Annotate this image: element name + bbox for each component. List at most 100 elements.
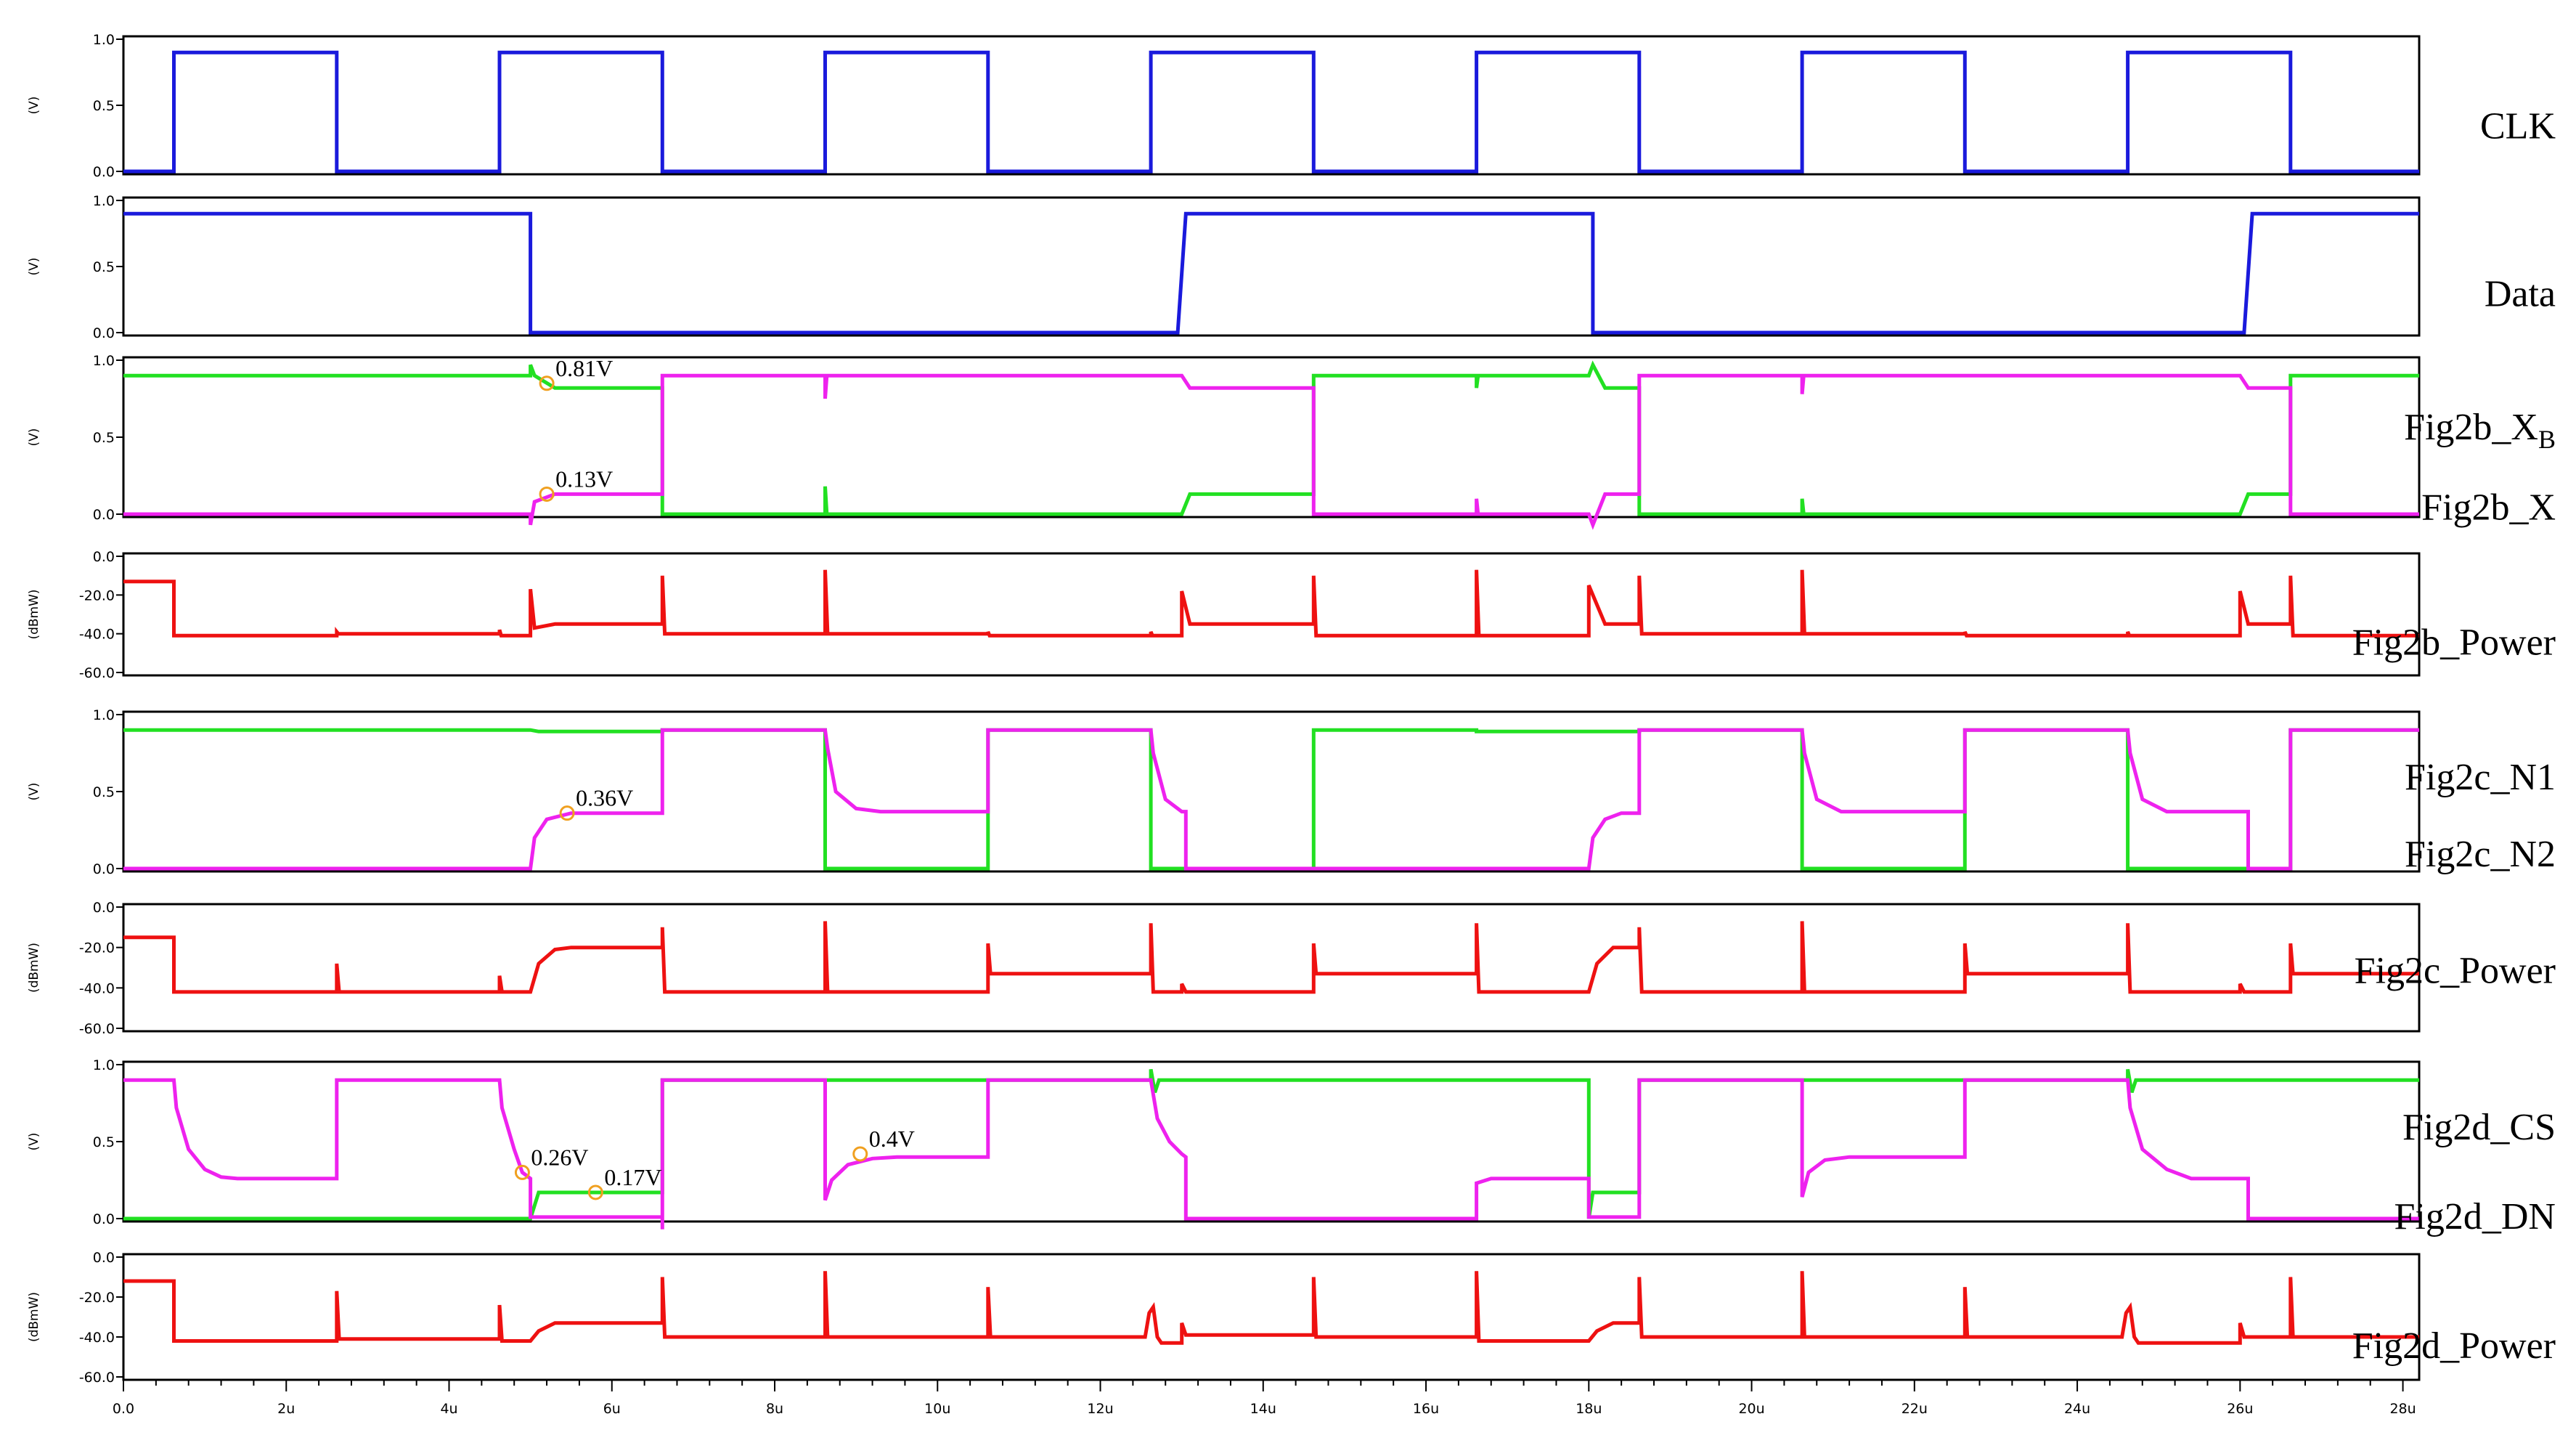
signal-label-text: Fig2c_N2 xyxy=(2405,834,2556,875)
annotation-label: 0.36V xyxy=(576,785,633,811)
x-tick-label: 4u xyxy=(440,1401,457,1417)
annotation-label: 0.81V xyxy=(555,355,613,381)
trace-fig2d-dn xyxy=(123,1078,2419,1229)
y-tick-label: -40.0 xyxy=(79,1330,115,1346)
trace-fig2c-n1 xyxy=(123,728,2419,871)
panel-3: -60.0 -40.0 -20.0 0.0 (dBmW) Fig2b_Power xyxy=(27,549,2556,681)
y-tick-label: 1.0 xyxy=(93,32,115,48)
signal-label: Fig2b_XB xyxy=(2404,407,2556,454)
signal-label-text: Fig2b_X xyxy=(2421,487,2556,528)
y-tick-label: 1.0 xyxy=(93,1057,115,1073)
y-tick-label: 0.0 xyxy=(93,549,115,565)
panel-frame xyxy=(122,552,2421,677)
trace-fig2b-power xyxy=(123,569,2419,638)
y-tick-label: 0.5 xyxy=(93,259,115,275)
panel-0: 0.0 0.5 1.0 (V) CLK xyxy=(27,32,2556,180)
y-axis-unit: (dBmW) xyxy=(27,589,41,639)
signal-label: Fig2d_CS xyxy=(2402,1107,2556,1148)
y-tick-label: 0.5 xyxy=(93,430,115,446)
signal-label-text: Fig2c_N1 xyxy=(2405,757,2556,798)
annotation-marker xyxy=(559,805,575,821)
y-tick-label: -60.0 xyxy=(79,1370,115,1386)
y-tick-label: 0.0 xyxy=(93,1250,115,1266)
trace-fig2c-power xyxy=(123,921,2419,994)
signal-label: Data xyxy=(2485,273,2556,314)
trace-fig2b-x xyxy=(123,373,2419,530)
x-tick-label: 16u xyxy=(1413,1401,1439,1417)
x-tick-label: 14u xyxy=(1250,1401,1276,1417)
signal-label-text: Fig2b_X xyxy=(2404,407,2538,448)
annotation-marker xyxy=(539,375,555,391)
signal-label-text: Data xyxy=(2485,273,2556,314)
y-tick-label: 1.0 xyxy=(93,707,115,723)
panel-1: 0.0 0.5 1.0 (V) Data xyxy=(27,193,2556,341)
panel-5: -60.0 -40.0 -20.0 0.0 (dBmW) Fig2c_Power xyxy=(27,900,2556,1037)
x-tick-label: 10u xyxy=(924,1401,950,1417)
signal-label: CLK xyxy=(2480,105,2556,147)
trace-data xyxy=(123,211,2419,335)
y-tick-label: -60.0 xyxy=(79,665,115,681)
annotation-marker xyxy=(514,1164,530,1180)
y-tick-label: 0.0 xyxy=(93,507,115,523)
trace-fig2d-power xyxy=(123,1271,2419,1345)
signal-label: Fig2d_DN xyxy=(2394,1196,2556,1237)
trace-fig2d-cs xyxy=(123,1068,2419,1221)
annotation-label: 0.4V xyxy=(869,1126,915,1152)
signal-label-text: Fig2d_Power xyxy=(2352,1325,2556,1367)
y-tick-label: -40.0 xyxy=(79,980,115,996)
x-tick-label: 0.0 xyxy=(113,1401,134,1417)
x-tick-label: 6u xyxy=(603,1401,621,1417)
trace-fig2c-n2 xyxy=(123,728,2419,871)
y-tick-label: 0.0 xyxy=(93,900,115,916)
signal-label-text: Fig2d_CS xyxy=(2402,1107,2556,1148)
signal-label-text: Fig2b_Power xyxy=(2352,622,2556,663)
annotation-marker xyxy=(587,1184,603,1200)
annotation-label: 0.17V xyxy=(604,1164,661,1190)
panel-frame xyxy=(122,196,2421,337)
y-tick-label: -20.0 xyxy=(79,940,115,956)
y-tick-label: 0.0 xyxy=(93,325,115,341)
y-axis-unit: (V) xyxy=(27,783,41,801)
y-tick-label: 0.0 xyxy=(93,164,115,180)
panel-frame xyxy=(122,1060,2421,1223)
x-tick-label: 24u xyxy=(2064,1401,2090,1417)
trace-clk xyxy=(123,50,2419,174)
signal-label: Fig2c_N2 xyxy=(2405,834,2556,875)
y-tick-label: 0.0 xyxy=(93,861,115,877)
x-tick-label: 2u xyxy=(277,1401,295,1417)
x-tick-label: 20u xyxy=(1738,1401,1764,1417)
y-tick-label: 1.0 xyxy=(93,353,115,369)
signal-label-subscript: B xyxy=(2538,425,2556,454)
panel-frame xyxy=(122,710,2421,873)
annotation-marker xyxy=(539,486,555,502)
y-axis-unit: (V) xyxy=(27,97,41,115)
annotation-marker xyxy=(852,1146,868,1162)
y-tick-label: 0.5 xyxy=(93,784,115,800)
y-axis-unit: (V) xyxy=(27,258,41,276)
panel-frame xyxy=(122,35,2421,176)
annotation-label: 0.26V xyxy=(531,1144,588,1170)
x-tick-label: 18u xyxy=(1576,1401,1602,1417)
x-tick-label: 12u xyxy=(1087,1401,1113,1417)
signal-label: Fig2d_Power xyxy=(2352,1325,2556,1367)
y-tick-label: 1.0 xyxy=(93,193,115,209)
y-tick-label: -40.0 xyxy=(79,627,115,643)
signal-label: Fig2c_N1 xyxy=(2405,757,2556,798)
trace-fig2b-xb xyxy=(123,360,2419,516)
y-tick-label: -60.0 xyxy=(79,1021,115,1037)
signal-label-text: CLK xyxy=(2480,105,2556,147)
y-tick-label: -20.0 xyxy=(79,588,115,603)
time-axis: 0.0 2u 4u 6u 8u 10u 12u 14u 16u 18u 20u 22u 24u 26u 28… xyxy=(113,1378,2419,1417)
panel-frame xyxy=(122,1253,2421,1381)
y-tick-label: 0.5 xyxy=(93,1134,115,1150)
y-tick-label: -20.0 xyxy=(79,1290,115,1306)
panel-7: -60.0 -40.0 -20.0 0.0 (dBmW) Fig2d_Power xyxy=(27,1250,2556,1386)
panel-frame xyxy=(122,903,2421,1033)
signal-label: Fig2c_Power xyxy=(2355,950,2556,991)
y-tick-label: 0.0 xyxy=(93,1211,115,1227)
waveform-panels: 0.0 0.5 1.0 (V) CLK 0.0 0.5 1.0 (V) Data 0.0 0.5 1.0… xyxy=(27,32,2556,1386)
x-tick-label: 26u xyxy=(2227,1401,2253,1417)
y-tick-label: 0.5 xyxy=(93,98,115,114)
